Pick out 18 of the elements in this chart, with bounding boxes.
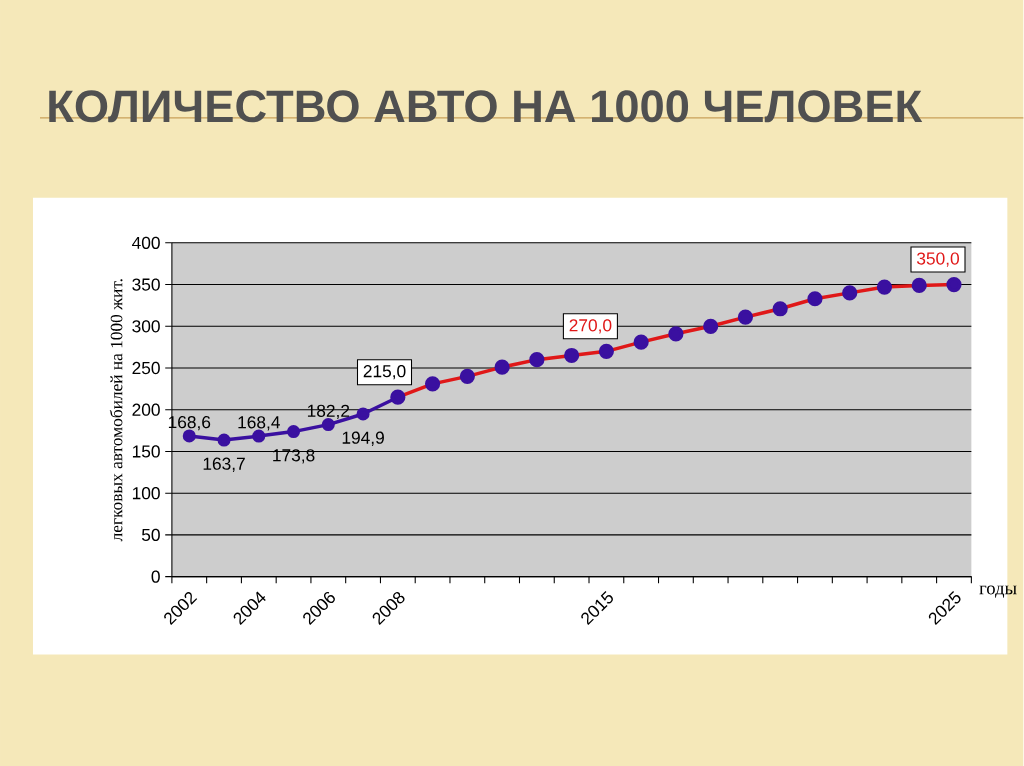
y-tick-label: 200 [132, 403, 160, 416]
data-label: 215,0 [363, 364, 406, 380]
y-tick-label: 300 [132, 319, 160, 333]
y-tick-label: 100 [132, 486, 160, 500]
data-label: 270,0 [569, 318, 612, 334]
x-axis-title: годы [979, 585, 1017, 598]
y-tick-label: 250 [132, 361, 160, 374]
y-tick-label: 150 [132, 445, 160, 458]
y-tick-label: 0 [151, 570, 160, 583]
data-label: 350,0 [916, 252, 959, 267]
data-label: 163,7 [203, 457, 245, 472]
y-axis-title: легковых автомобилей на 1000 жит. [109, 278, 123, 541]
y-tick-label: 350 [132, 278, 160, 291]
y-tick-label: 400 [132, 236, 160, 249]
chart-title: КОЛИЧЕСТВО АВТО НА 1000 ЧЕЛОВЕК [49, 90, 923, 123]
data-label: 168,4 [238, 415, 280, 431]
y-tick-label: 50 [141, 528, 160, 541]
data-label: 194,9 [342, 431, 384, 446]
